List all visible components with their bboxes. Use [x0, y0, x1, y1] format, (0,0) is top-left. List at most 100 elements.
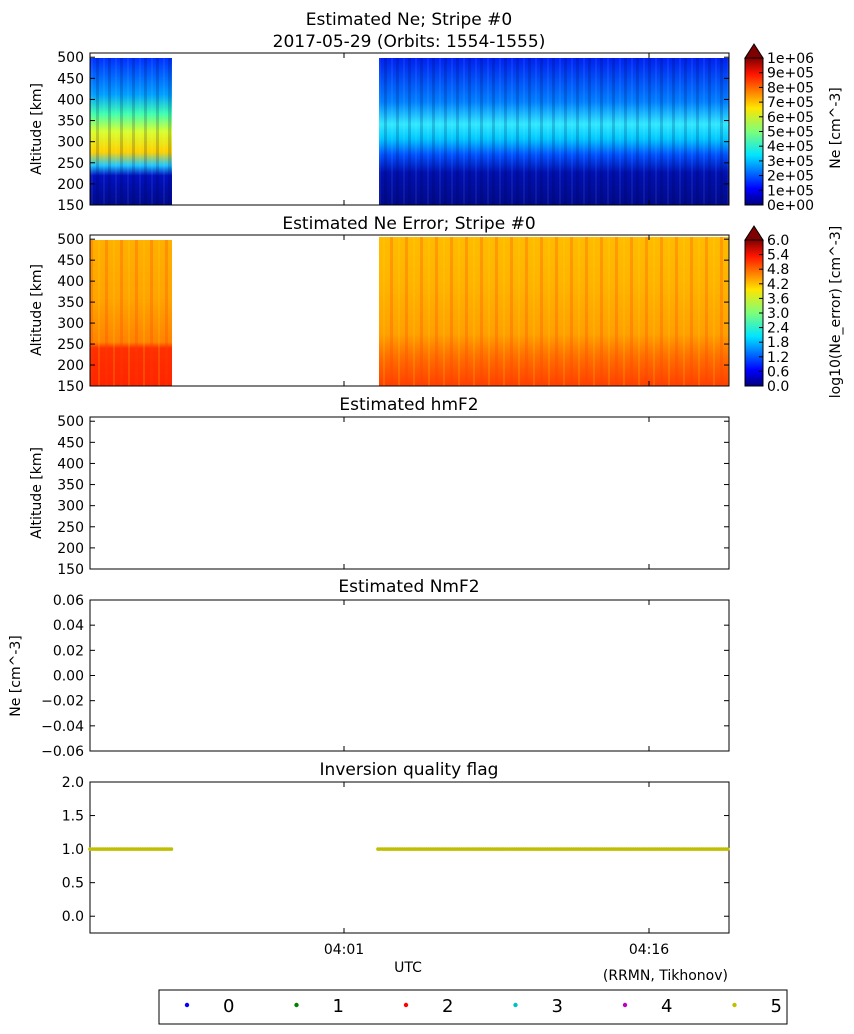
legend-label: 2 [442, 996, 453, 1017]
y-tick-label: 150 [57, 198, 84, 214]
y-tick-label: 350 [57, 114, 84, 130]
colorbar-tick-label: 2.4 [767, 321, 789, 337]
ne-error-heatmap-texture-1 [90, 240, 172, 386]
y-tick-label: 1.5 [62, 809, 84, 825]
colorbar-tick-label: 5.4 [767, 248, 789, 264]
y-tick-label: 200 [57, 541, 84, 557]
ne-error-panel: Estimated Ne Error; Stripe #0 150 200 250 3… [29, 214, 844, 398]
y-tick-label: 300 [57, 316, 84, 332]
y-tick-label: 500 [57, 232, 84, 248]
y-tick-label: 300 [57, 499, 84, 515]
colorbar-tick-label: 4.2 [767, 277, 789, 293]
ne-error-y-label: Altitude [km] [29, 264, 45, 356]
ne-panel: Estimated Ne; Stripe #0 2017-05-29 (Orbi… [29, 10, 844, 214]
colorbar-tick-label: 2e+05 [767, 169, 814, 185]
hmf2-title: Estimated hmF2 [339, 395, 478, 415]
colorbar-tick-label: 3.0 [767, 306, 789, 322]
ne-colorbar-label: Ne [cm^-3] [828, 87, 844, 168]
legend-marker [622, 1002, 628, 1008]
y-tick-label: 150 [57, 379, 84, 395]
y-tick-label: 350 [57, 478, 84, 494]
y-tick-label: 0.5 [62, 876, 84, 892]
ne-colorbar-extend-arrow [744, 43, 764, 59]
y-tick-label: 400 [57, 92, 84, 108]
y-tick-label: 450 [57, 71, 84, 87]
legend-marker [732, 1002, 737, 1008]
colorbar-tick-label: 1.2 [767, 350, 789, 366]
y-tick-label: 400 [57, 456, 84, 472]
colorbar-tick-label: 6e+05 [767, 110, 814, 126]
colorbar-tick-label: 8e+05 [767, 80, 814, 96]
legend-label: 0 [223, 996, 234, 1017]
y-tick-label: 0.06 [53, 593, 84, 609]
y-tick-label: 0.00 [53, 669, 84, 685]
colorbar-tick-label: 0.6 [767, 364, 789, 380]
legend-marker [403, 1002, 409, 1008]
ne-error-y-axis: 150 200 250 300 350 400 450 500 [57, 232, 729, 395]
y-tick-label: 250 [57, 337, 84, 353]
nmf2-panel: Estimated NmF2 0.06 0.04 0.02 0.00 −0.02 −0.0… [8, 577, 730, 760]
y-tick-label: −0.06 [41, 744, 84, 760]
y-tick-label: 500 [57, 414, 84, 430]
y-tick-label: 0.02 [53, 643, 84, 659]
x-tick-label: 04:01 [324, 942, 364, 958]
ne-error-title: Estimated Ne Error; Stripe #0 [282, 214, 535, 234]
colorbar-tick-label: 1e+05 [767, 183, 814, 199]
legend-label: 3 [552, 996, 563, 1017]
ne-error-colorbar-label: log10(Ne_error) [cm^-3] [828, 226, 844, 398]
y-tick-label: 2.0 [62, 775, 84, 791]
ne-y-axis: 150 200 250 300 350 400 450 500 [57, 50, 729, 214]
quality-flag-point [726, 847, 730, 851]
y-tick-label: 350 [57, 295, 84, 311]
colorbar-tick-label: 3.6 [767, 291, 789, 307]
y-tick-label: 400 [57, 274, 84, 290]
y-tick-label: 200 [57, 358, 84, 374]
legend-label: 4 [661, 996, 672, 1017]
x-tick-label: 04:16 [629, 942, 669, 958]
y-tick-label: 450 [57, 253, 84, 269]
ne-plot-frame [89, 52, 730, 206]
y-tick-label: −0.02 [41, 694, 84, 710]
colorbar-tick-label: 1e+06 [767, 51, 814, 67]
colorbar-tick-label: 0e+00 [767, 198, 814, 214]
hmf2-y-label: Altitude [km] [29, 447, 45, 539]
nmf2-y-axis: 0.06 0.04 0.02 0.00 −0.02 −0.04 −0.06 [41, 593, 729, 760]
credit-text: (RRMN, Tikhonov) [603, 968, 728, 984]
legend-marker [513, 1002, 518, 1008]
y-tick-label: 150 [57, 562, 84, 578]
legend-label: 5 [771, 996, 782, 1017]
colorbar-tick-label: 5e+05 [767, 125, 814, 141]
quality-flag-panel: Inversion quality flag 2.0 1.5 1.0 0.5 0.0 U… [62, 760, 730, 984]
x-axis-label: UTC [394, 960, 422, 976]
hmf2-y-axis: 150 200 250 300 350 400 450 500 [57, 414, 729, 578]
ne-error-plot-frame [89, 234, 730, 387]
nmf2-plot-frame [89, 599, 730, 752]
y-tick-label: 300 [57, 135, 84, 151]
y-tick-label: 250 [57, 156, 84, 172]
y-tick-label: 500 [57, 50, 84, 66]
y-tick-label: 200 [57, 177, 84, 193]
y-tick-label: −0.04 [41, 719, 84, 735]
ne-y-label: Altitude [km] [29, 83, 45, 175]
nmf2-title: Estimated NmF2 [338, 577, 479, 597]
quality-flag-y-axis: 2.0 1.5 1.0 0.5 0.0 [62, 775, 729, 925]
quality-flag-plot-frame [89, 781, 730, 934]
hmf2-plot-frame [89, 416, 730, 570]
legend-marker [294, 1002, 299, 1008]
ne-heatmap-texture-1 [90, 58, 172, 205]
x-axis-ticks: 04:01 04:16 [324, 53, 669, 958]
colorbar-tick-label: 9e+05 [767, 66, 814, 82]
y-tick-label: 0.0 [62, 909, 84, 925]
colorbar-tick-label: 6.0 [767, 233, 789, 249]
ne-error-colorbar-extend-arrow [744, 225, 764, 241]
nmf2-y-label: Ne [cm^-3] [8, 635, 24, 716]
colorbar-tick-label: 1.8 [767, 335, 789, 351]
legend-marker [184, 1002, 190, 1008]
quality-flag-title: Inversion quality flag [320, 760, 499, 780]
ne-error-heatmap-texture-2 [379, 237, 729, 386]
y-tick-label: 250 [57, 520, 84, 536]
legend-frame [158, 989, 788, 1025]
ne-heatmap-texture-2 [379, 58, 729, 205]
colorbar-tick-label: 4e+05 [767, 139, 814, 155]
